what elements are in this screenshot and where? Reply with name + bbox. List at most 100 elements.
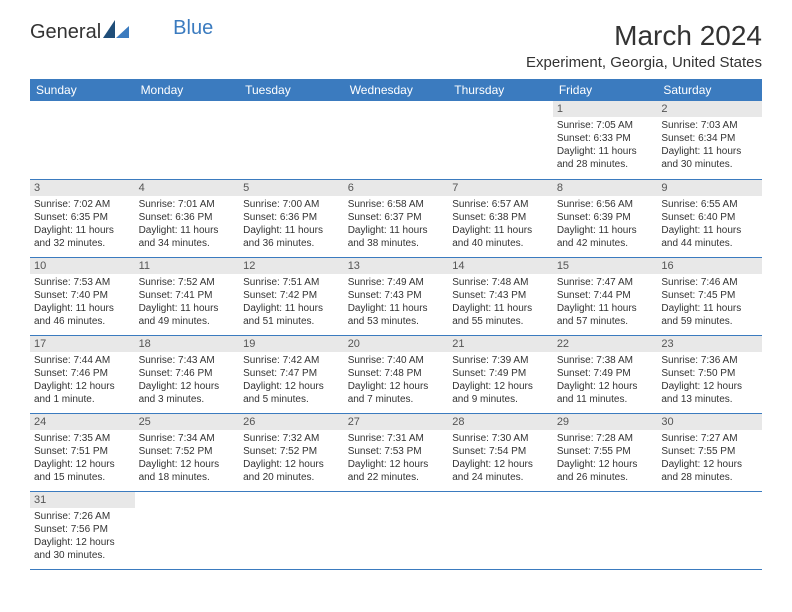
calendar-cell: 26Sunrise: 7:32 AMSunset: 7:52 PMDayligh… [239, 413, 344, 491]
day-header: Tuesday [239, 79, 344, 101]
day-number: 12 [239, 258, 344, 274]
day-details: Sunrise: 6:55 AMSunset: 6:40 PMDaylight:… [657, 196, 762, 252]
sunrise-text: Sunrise: 7:51 AM [243, 276, 340, 289]
daylight-text: Daylight: 12 hours and 15 minutes. [34, 458, 131, 484]
calendar-cell: 10Sunrise: 7:53 AMSunset: 7:40 PMDayligh… [30, 257, 135, 335]
day-details: Sunrise: 7:32 AMSunset: 7:52 PMDaylight:… [239, 430, 344, 486]
sunset-text: Sunset: 7:50 PM [661, 367, 758, 380]
calendar-row: 1Sunrise: 7:05 AMSunset: 6:33 PMDaylight… [30, 101, 762, 179]
calendar-row: 17Sunrise: 7:44 AMSunset: 7:46 PMDayligh… [30, 335, 762, 413]
day-details: Sunrise: 7:51 AMSunset: 7:42 PMDaylight:… [239, 274, 344, 330]
day-details: Sunrise: 6:57 AMSunset: 6:38 PMDaylight:… [448, 196, 553, 252]
calendar-cell: 8Sunrise: 6:56 AMSunset: 6:39 PMDaylight… [553, 179, 658, 257]
calendar-cell: 14Sunrise: 7:48 AMSunset: 7:43 PMDayligh… [448, 257, 553, 335]
sunset-text: Sunset: 7:41 PM [139, 289, 236, 302]
sunrise-text: Sunrise: 7:28 AM [557, 432, 654, 445]
sunset-text: Sunset: 7:53 PM [348, 445, 445, 458]
sunrise-text: Sunrise: 6:56 AM [557, 198, 654, 211]
daylight-text: Daylight: 12 hours and 3 minutes. [139, 380, 236, 406]
sunset-text: Sunset: 7:52 PM [139, 445, 236, 458]
calendar-cell: 28Sunrise: 7:30 AMSunset: 7:54 PMDayligh… [448, 413, 553, 491]
sunset-text: Sunset: 6:38 PM [452, 211, 549, 224]
day-details: Sunrise: 7:02 AMSunset: 6:35 PMDaylight:… [30, 196, 135, 252]
day-details: Sunrise: 7:40 AMSunset: 7:48 PMDaylight:… [344, 352, 449, 408]
day-number: 18 [135, 336, 240, 352]
day-header: Friday [553, 79, 658, 101]
calendar-header: SundayMondayTuesdayWednesdayThursdayFrid… [30, 79, 762, 101]
daylight-text: Daylight: 12 hours and 30 minutes. [34, 536, 131, 562]
day-number: 21 [448, 336, 553, 352]
calendar-cell: 5Sunrise: 7:00 AMSunset: 6:36 PMDaylight… [239, 179, 344, 257]
sunrise-text: Sunrise: 7:48 AM [452, 276, 549, 289]
sunrise-text: Sunrise: 6:57 AM [452, 198, 549, 211]
day-details: Sunrise: 7:43 AMSunset: 7:46 PMDaylight:… [135, 352, 240, 408]
day-details: Sunrise: 6:56 AMSunset: 6:39 PMDaylight:… [553, 196, 658, 252]
day-number: 28 [448, 414, 553, 430]
daylight-text: Daylight: 11 hours and 59 minutes. [661, 302, 758, 328]
day-details: Sunrise: 7:49 AMSunset: 7:43 PMDaylight:… [344, 274, 449, 330]
sunset-text: Sunset: 7:42 PM [243, 289, 340, 302]
daylight-text: Daylight: 12 hours and 28 minutes. [661, 458, 758, 484]
sunrise-text: Sunrise: 7:53 AM [34, 276, 131, 289]
daylight-text: Daylight: 12 hours and 26 minutes. [557, 458, 654, 484]
sunrise-text: Sunrise: 7:01 AM [139, 198, 236, 211]
day-header: Saturday [657, 79, 762, 101]
calendar-cell: 11Sunrise: 7:52 AMSunset: 7:41 PMDayligh… [135, 257, 240, 335]
day-details: Sunrise: 7:44 AMSunset: 7:46 PMDaylight:… [30, 352, 135, 408]
calendar-body: 1Sunrise: 7:05 AMSunset: 6:33 PMDaylight… [30, 101, 762, 569]
sunset-text: Sunset: 6:37 PM [348, 211, 445, 224]
day-number: 30 [657, 414, 762, 430]
title-block: March 2024 Experiment, Georgia, United S… [526, 20, 762, 71]
calendar-cell [30, 101, 135, 179]
daylight-text: Daylight: 12 hours and 5 minutes. [243, 380, 340, 406]
calendar-cell [448, 101, 553, 179]
day-number: 14 [448, 258, 553, 274]
sunrise-text: Sunrise: 7:00 AM [243, 198, 340, 211]
day-details: Sunrise: 7:36 AMSunset: 7:50 PMDaylight:… [657, 352, 762, 408]
day-header: Sunday [30, 79, 135, 101]
day-details: Sunrise: 7:39 AMSunset: 7:49 PMDaylight:… [448, 352, 553, 408]
day-number: 1 [553, 101, 658, 117]
calendar-table: SundayMondayTuesdayWednesdayThursdayFrid… [30, 79, 762, 570]
sunset-text: Sunset: 7:48 PM [348, 367, 445, 380]
day-details: Sunrise: 7:42 AMSunset: 7:47 PMDaylight:… [239, 352, 344, 408]
day-details: Sunrise: 7:46 AMSunset: 7:45 PMDaylight:… [657, 274, 762, 330]
sunrise-text: Sunrise: 7:05 AM [557, 119, 654, 132]
day-number: 5 [239, 180, 344, 196]
day-details: Sunrise: 7:38 AMSunset: 7:49 PMDaylight:… [553, 352, 658, 408]
calendar-cell [657, 491, 762, 569]
day-number: 27 [344, 414, 449, 430]
daylight-text: Daylight: 12 hours and 20 minutes. [243, 458, 340, 484]
sunrise-text: Sunrise: 7:34 AM [139, 432, 236, 445]
calendar-cell: 4Sunrise: 7:01 AMSunset: 6:36 PMDaylight… [135, 179, 240, 257]
calendar-cell [239, 101, 344, 179]
sunset-text: Sunset: 7:49 PM [557, 367, 654, 380]
daylight-text: Daylight: 12 hours and 18 minutes. [139, 458, 236, 484]
calendar-cell [239, 491, 344, 569]
day-details: Sunrise: 7:27 AMSunset: 7:55 PMDaylight:… [657, 430, 762, 486]
calendar-cell [344, 101, 449, 179]
day-details: Sunrise: 7:52 AMSunset: 7:41 PMDaylight:… [135, 274, 240, 330]
sunrise-text: Sunrise: 7:43 AM [139, 354, 236, 367]
sunrise-text: Sunrise: 7:49 AM [348, 276, 445, 289]
sunset-text: Sunset: 7:51 PM [34, 445, 131, 458]
calendar-cell: 6Sunrise: 6:58 AMSunset: 6:37 PMDaylight… [344, 179, 449, 257]
sunrise-text: Sunrise: 7:36 AM [661, 354, 758, 367]
day-details: Sunrise: 7:01 AMSunset: 6:36 PMDaylight:… [135, 196, 240, 252]
location-subtitle: Experiment, Georgia, United States [526, 54, 762, 71]
sunset-text: Sunset: 6:39 PM [557, 211, 654, 224]
daylight-text: Daylight: 12 hours and 13 minutes. [661, 380, 758, 406]
sunset-text: Sunset: 7:46 PM [34, 367, 131, 380]
day-number: 20 [344, 336, 449, 352]
sunset-text: Sunset: 6:34 PM [661, 132, 758, 145]
calendar-cell: 22Sunrise: 7:38 AMSunset: 7:49 PMDayligh… [553, 335, 658, 413]
daylight-text: Daylight: 11 hours and 42 minutes. [557, 224, 654, 250]
calendar-row: 10Sunrise: 7:53 AMSunset: 7:40 PMDayligh… [30, 257, 762, 335]
sunset-text: Sunset: 7:44 PM [557, 289, 654, 302]
day-details: Sunrise: 7:03 AMSunset: 6:34 PMDaylight:… [657, 117, 762, 173]
calendar-cell: 23Sunrise: 7:36 AMSunset: 7:50 PMDayligh… [657, 335, 762, 413]
day-details: Sunrise: 7:34 AMSunset: 7:52 PMDaylight:… [135, 430, 240, 486]
daylight-text: Daylight: 11 hours and 57 minutes. [557, 302, 654, 328]
sunrise-text: Sunrise: 7:26 AM [34, 510, 131, 523]
calendar-row: 24Sunrise: 7:35 AMSunset: 7:51 PMDayligh… [30, 413, 762, 491]
